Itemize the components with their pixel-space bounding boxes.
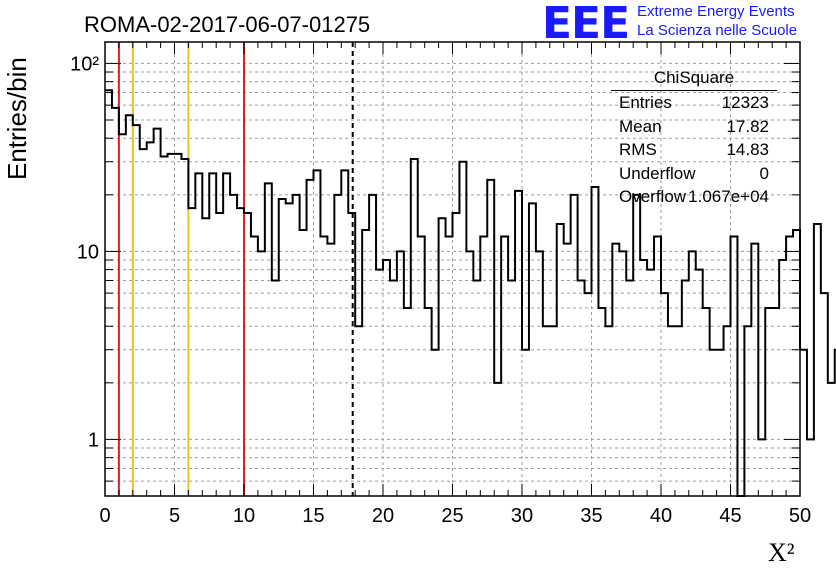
x-tick-label: 0 (99, 505, 110, 527)
logo-line-2: La Scienza nelle Scuole (637, 22, 798, 39)
x-tick-label: 20 (372, 505, 394, 527)
stats-row-underflow: Underflow 0 (611, 162, 777, 186)
x-tick-label: 10 (233, 505, 255, 527)
stats-key: Underflow (619, 163, 696, 183)
x-tick-label: 45 (719, 505, 741, 527)
stats-row-rms: RMS 14.83 (611, 138, 777, 162)
stats-value: 17.82 (726, 116, 769, 136)
stats-row-overflow: Overflow 1.067e+04 (611, 185, 777, 209)
stats-row-entries: Entries 12323 (611, 91, 777, 115)
stats-value: 0 (759, 163, 769, 183)
stats-key: Overflow (619, 187, 687, 206)
x-tick-label: 25 (441, 505, 463, 527)
x-tick-label: 50 (789, 505, 811, 527)
histogram-series (105, 89, 836, 497)
eee-logo: EEE (542, 0, 630, 49)
stats-key: Entries (619, 93, 672, 112)
y-tick-label: 10 (77, 241, 99, 263)
x-tick-label: 35 (580, 505, 602, 527)
stats-row-mean: Mean 17.82 (611, 115, 777, 139)
grid-layer (105, 42, 800, 496)
stats-value: 14.83 (726, 140, 769, 159)
stats-title: ChiSquare (611, 66, 777, 91)
stats-key: Mean (619, 116, 662, 136)
y-axis-label: Entries/bin (2, 57, 32, 180)
x-tick-label: 30 (511, 505, 533, 527)
y-tick-label: 1 (88, 429, 99, 451)
stats-key: RMS (619, 140, 657, 159)
x-tick-label: 15 (302, 505, 324, 527)
x-axis-label: X² (768, 538, 795, 567)
x-tick-label: 40 (650, 505, 672, 527)
stats-value: 12323 (721, 93, 769, 112)
reference-lines (117, 42, 354, 496)
tick-labels: 0 5 10 15 20 25 30 35 40 45 50 1 10 10² (70, 53, 811, 527)
stats-value: 1.067e+04 (688, 187, 769, 206)
logo-line-1: Extreme Energy Events (637, 3, 795, 20)
y-tick-label: 10² (70, 53, 99, 75)
x-tick-label: 5 (169, 505, 180, 527)
plot-title: ROMA-02-2017-06-07-01275 (84, 12, 371, 37)
axis-ticks (104, 42, 801, 497)
stats-box: ChiSquare Entries 12323 Mean 17.82 RMS 1… (611, 66, 777, 209)
